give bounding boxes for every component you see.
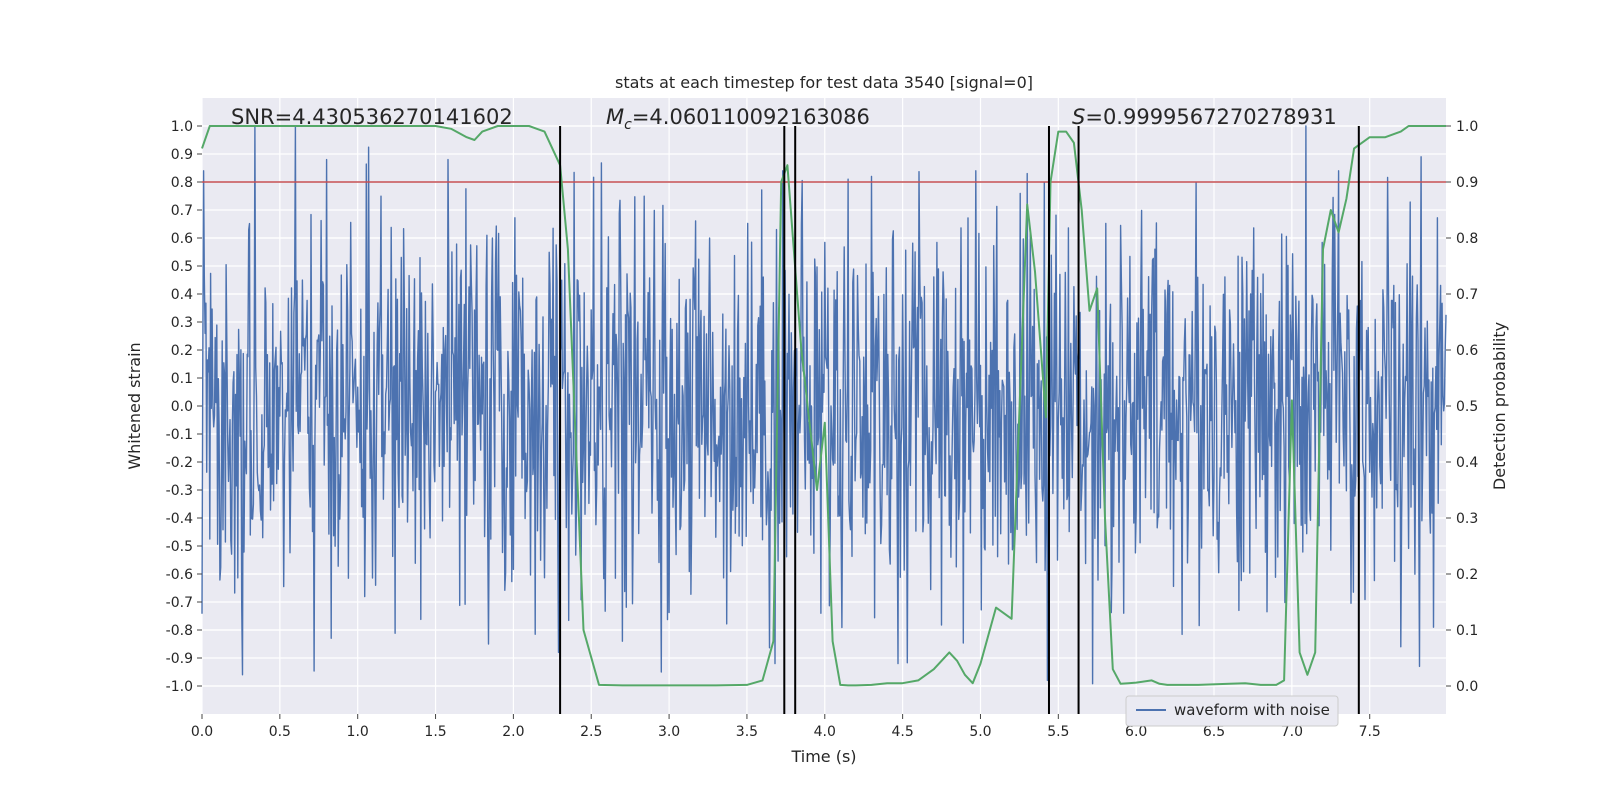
s-symbol: S (1072, 105, 1085, 129)
y-left-tick-label: -0.5 (166, 539, 193, 555)
chart-title: stats at each timestep for test data 354… (615, 73, 1033, 92)
y-left-tick-label: -0.3 (166, 483, 193, 499)
y-right-tick-label: 0.2 (1456, 567, 1478, 583)
x-tick-label: 5.0 (969, 724, 991, 740)
y-right-tick-label: 0.8 (1456, 231, 1478, 247)
waveform-line (201, 125, 1447, 685)
y-left-tick-label: -0.9 (166, 651, 193, 667)
legend-label: waveform with noise (1174, 701, 1330, 719)
y-right-tick-label: 1.0 (1456, 119, 1478, 135)
mc-symbol: M (606, 105, 624, 129)
probability-line (201, 125, 1446, 687)
x-tick-label: 6.0 (1125, 724, 1147, 740)
y-right-tick-label: 0.7 (1456, 287, 1478, 303)
y-left-tick-label: -0.1 (166, 427, 193, 443)
y-left-tick-label: 0.9 (171, 147, 193, 163)
y-left-tick-label: 0.4 (171, 287, 193, 303)
y-axis-label-right: Detection probability (1490, 322, 1509, 490)
y-right-tick-label: 0.4 (1456, 455, 1478, 471)
x-tick-label: 3.0 (658, 724, 680, 740)
x-tick-label: 7.0 (1281, 724, 1303, 740)
y-left-tick-label: -0.4 (166, 511, 193, 527)
axes: 0.0 0.5 1.0 1.5 2.0 2.5 3.0 3.5 4.0 4.5 5.0 5.5 6.0 6… (166, 119, 1479, 740)
y-right-tick-label: 0.3 (1456, 511, 1478, 527)
y-left-tick-label: 1.0 (171, 119, 193, 135)
y-left-tick-label: -0.6 (166, 567, 193, 583)
x-tick-label: 6.5 (1203, 724, 1225, 740)
y-left-tick-label: -0.2 (166, 455, 193, 471)
vertical-markers (559, 126, 1360, 714)
y-left-tick-label: 0.5 (171, 259, 193, 275)
s-annotation: S=0.9999567270278931 (1072, 105, 1337, 129)
y-left-tick-label: 0.6 (171, 231, 193, 247)
y-left-tick-label: -1.0 (166, 679, 193, 695)
x-tick-label: 4.0 (814, 724, 836, 740)
x-tick-label: 3.5 (736, 724, 758, 740)
legend: waveform with noise (1125, 695, 1339, 727)
x-tick-label: 2.5 (580, 724, 602, 740)
y-left-tick-label: 0.1 (171, 371, 193, 387)
mc-annotation: Mc=4.060110092163086 (606, 105, 870, 133)
x-tick-label: 5.5 (1047, 724, 1069, 740)
y-right-tick-label: 0.5 (1456, 399, 1478, 415)
x-tick-label: 7.5 (1359, 724, 1381, 740)
x-tick-label: 4.5 (891, 724, 913, 740)
y-left-tick-label: 0.3 (171, 315, 193, 331)
x-tick-label: 1.0 (347, 724, 369, 740)
y-axis-label-left: Whitened strain (125, 342, 144, 469)
y-left-tick-label: 0.2 (171, 343, 193, 359)
y-right-tick-label: 0.0 (1456, 679, 1478, 695)
s-value: =0.9999567270278931 (1085, 105, 1336, 129)
mc-subscript: c (624, 117, 632, 133)
y-right-tick-label: 0.9 (1456, 175, 1478, 191)
y-left-tick-label: 0.7 (171, 203, 193, 219)
x-tick-label: 2.0 (502, 724, 524, 740)
x-tick-label: 0.5 (269, 724, 291, 740)
waveform-series (201, 125, 1447, 685)
mc-value: =4.060110092163086 (632, 105, 870, 129)
y-left-tick-label: 0.8 (171, 175, 193, 191)
legend-box (1125, 695, 1339, 727)
y-right-tick-label: 0.6 (1456, 343, 1478, 359)
x-tick-label: 1.5 (424, 724, 446, 740)
x-axis-label: Time (s) (790, 747, 856, 766)
y-left-tick-label: -0.8 (166, 623, 193, 639)
y-right-tick-label: 0.1 (1456, 623, 1478, 639)
y-left-tick-label: -0.7 (166, 595, 193, 611)
x-tick-label: 0.0 (191, 724, 213, 740)
probability-series (201, 125, 1446, 687)
y-left-tick-label: 0.0 (171, 399, 193, 415)
snr-annotation: SNR=4.430536270141602 (231, 105, 513, 129)
